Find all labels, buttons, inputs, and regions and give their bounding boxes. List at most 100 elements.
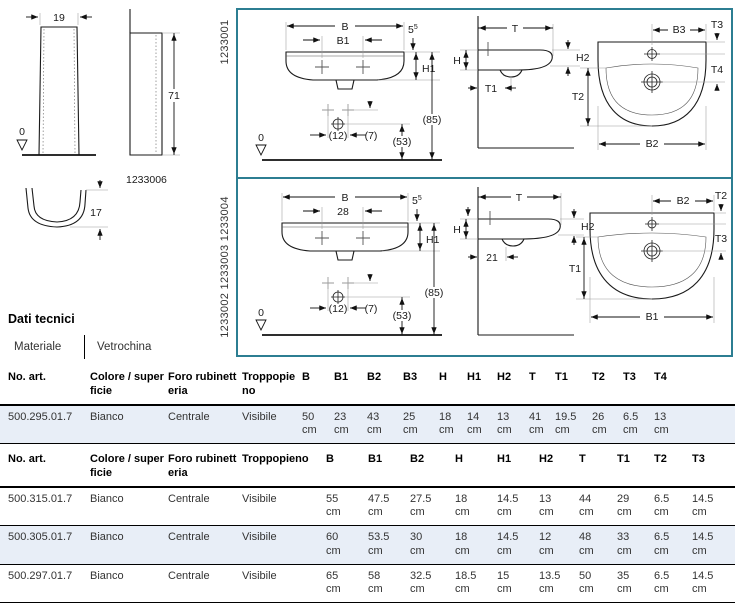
dim-label-7: (7) [365, 130, 378, 142]
dim-label-h2: H2 [581, 221, 595, 233]
dim-label-t4: T4 [711, 64, 723, 76]
dim-label-b3: B3 [673, 24, 686, 36]
dim-label-pedestal-width: 19 [53, 12, 65, 24]
dim-label-53: (53) [393, 136, 412, 148]
dim-label-t3: T3 [715, 233, 727, 245]
dim-label-h: H [453, 224, 461, 236]
column-header: B3 [403, 371, 418, 383]
column-header: T3 [692, 453, 705, 465]
table-cell: 18.5 cm [455, 569, 477, 596]
table-cell: 19.5 cm [555, 410, 577, 437]
table-cell: 53.5 cm [368, 531, 390, 557]
column-header: Foro rubinetteria [168, 453, 237, 479]
table-cell: 13.5 cm [539, 569, 561, 596]
column-header: H1 [497, 453, 512, 465]
table-cell: 12 cm [539, 531, 554, 557]
dim-label-b2: B2 [646, 138, 659, 150]
table-cell: 18 cm [439, 410, 454, 437]
dim-label-h2: H2 [576, 52, 590, 64]
divider [84, 335, 85, 359]
table-cell: Visibile [242, 492, 277, 505]
column-header: Troppopieno [242, 453, 309, 465]
dim-label-t: T [512, 23, 519, 35]
dim-label-5: 55 [408, 24, 418, 36]
table-cell: Bianco [90, 410, 124, 423]
table-cell: 13 cm [654, 410, 669, 437]
column-header: Colore / superficie [90, 453, 164, 479]
table-cell: 13 cm [539, 492, 554, 519]
table-cell: Centrale [168, 569, 210, 582]
column-header: Foro rubinetteria [168, 371, 237, 397]
table-cell: Visibile [242, 531, 277, 543]
table-cell: 26 cm [592, 410, 607, 437]
dim-label-t: T [516, 192, 523, 204]
table-cell: 44 cm [579, 492, 594, 519]
table-cell: 13 cm [497, 410, 512, 437]
column-header: T1 [617, 453, 630, 465]
dim-label-5: 55 [412, 195, 422, 207]
table-cell: 32.5 cm [410, 569, 432, 596]
dim-label-h1: H1 [422, 63, 436, 75]
table-cell: Visibile [242, 410, 277, 423]
table-row: 500.315.01.7 Bianco Centrale Visibile 55 cm 47… [0, 487, 735, 526]
washbasin1-top-view: B3 T3 T4 T2 B2 [570, 19, 725, 150]
column-header: B1 [334, 371, 349, 383]
spec-table-1233001: No. art. Colore / superficie Foro rubinett… [0, 366, 735, 444]
column-header: T3 [623, 371, 636, 383]
column-header: B [302, 371, 310, 383]
washbasin1-side-view: T H H2 T1 [453, 16, 590, 149]
table-cell: 500.295.01.7 [8, 410, 73, 423]
dim-label-t1: T1 [569, 263, 581, 275]
table-cell: 43 cm [367, 410, 382, 437]
table-cell: 500.305.01.7 [8, 531, 73, 543]
table-cell: 25 cm [403, 410, 418, 437]
column-header: T [579, 453, 586, 465]
drawing-panel-1233002-003-004: 0 B 28 55 H1 (12) (7) (53) [236, 177, 733, 357]
dim-label-b: B [341, 21, 348, 33]
drawing-panel-1233001: 0 B B1 55 H1 (12) (7) (53) [236, 8, 733, 179]
dim-label-28: 28 [337, 206, 349, 218]
table-cell: 50 cm [579, 569, 594, 596]
table-cell: 14.5 cm [692, 531, 714, 557]
dim-label-h: H [453, 55, 461, 67]
column-header: H2 [497, 371, 512, 383]
column-header: H1 [467, 371, 482, 383]
washbasin2-front-view: 0 B 28 55 H1 (12) (7) (53) [255, 191, 448, 336]
dim-label-b: B [341, 192, 348, 204]
table-cell: 6.5 cm [654, 569, 670, 596]
column-header: H2 [539, 453, 554, 465]
table-cell: 15 cm [497, 569, 512, 596]
material-label: Materiale [14, 341, 62, 353]
column-header: H [439, 371, 447, 383]
dim-label-h1: H1 [426, 234, 440, 246]
table-cell: Bianco [90, 531, 124, 543]
table-cell: 35 cm [617, 569, 632, 596]
washbasin1-front-view: 0 B B1 55 H1 (12) (7) (53) [255, 20, 446, 161]
table-cell: 30 cm [410, 531, 425, 557]
table-row: 500.297.01.7 Bianco Centrale Visibile 65 cm 58… [0, 564, 735, 603]
dim-label-pedestal-height: 71 [168, 90, 180, 102]
washbasin2-side-view: T H H2 21 [453, 187, 595, 336]
table-cell: Bianco [90, 492, 124, 505]
dim-label-section-depth: 17 [90, 207, 102, 219]
table-cell: 27.5 cm [410, 492, 432, 519]
dim-label-21: 21 [486, 252, 498, 264]
pedestal-front-drawing: 19 0 [16, 12, 96, 156]
table-cell: 6.5 cm [654, 492, 670, 519]
dim-label-t1: T1 [485, 83, 497, 95]
table-cell: 18 cm [455, 492, 470, 519]
dim-label-t3: T3 [711, 19, 723, 31]
column-header: T4 [654, 371, 667, 383]
column-header: T [529, 371, 536, 383]
column-header: Colore / superficie [90, 371, 164, 397]
table-cell: 14.5 cm [692, 569, 714, 596]
pedestal-section-drawing: 17 [25, 180, 108, 240]
column-header: B1 [368, 453, 383, 465]
table-cell: 14.5 cm [497, 492, 519, 519]
table-cell: 47.5 cm [368, 492, 390, 519]
table-cell: 14.5 cm [497, 531, 519, 557]
pedestal-article-number: 1233006 [126, 174, 167, 186]
panel1-article-number: 1233001 [219, 19, 231, 65]
column-header: T2 [654, 453, 667, 465]
table-cell: 500.297.01.7 [8, 569, 73, 582]
